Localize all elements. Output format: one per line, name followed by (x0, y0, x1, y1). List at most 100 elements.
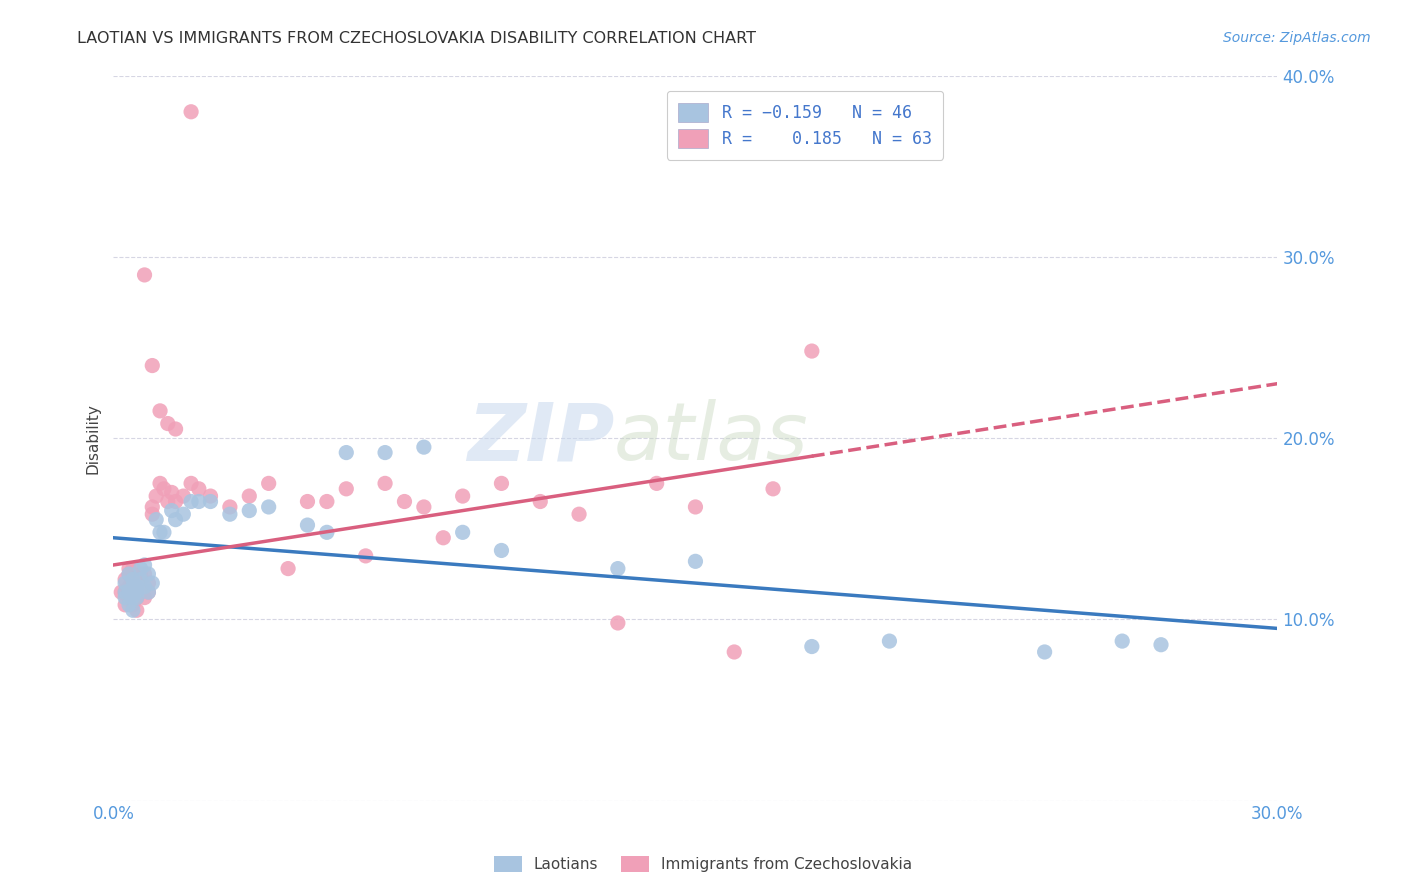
Point (118, 561, 141, 575)
Point (129, 585, 152, 599)
Point (138, 567, 160, 582)
Point (114, 585, 136, 599)
Point (1033, 645, 1056, 659)
Point (297, 518, 319, 533)
Point (1111, 634, 1133, 648)
Point (138, 576, 160, 591)
Point (125, 591, 148, 605)
Point (187, 494, 209, 508)
Point (800, 640, 823, 654)
Legend: Laotians, Immigrants from Czechoslovakia: Laotians, Immigrants from Czechoslovakia (486, 848, 920, 880)
Point (335, 445, 357, 459)
Point (125, 580, 148, 594)
Point (180, 494, 202, 508)
Point (172, 507, 194, 521)
Point (134, 558, 156, 572)
Point (879, 634, 901, 648)
Point (156, 494, 179, 508)
Point (354, 549, 377, 563)
Point (110, 585, 132, 599)
Text: Source: ZipAtlas.com: Source: ZipAtlas.com (1223, 31, 1371, 45)
Point (141, 359, 163, 373)
Point (315, 525, 337, 540)
Point (118, 567, 141, 582)
Point (134, 591, 156, 605)
Point (153, 482, 176, 496)
Point (141, 576, 163, 591)
Point (491, 476, 513, 491)
Point (412, 500, 434, 514)
Point (335, 482, 357, 496)
Point (1150, 638, 1173, 652)
Point (432, 531, 454, 545)
Point (529, 494, 551, 508)
Point (156, 417, 179, 431)
Point (118, 585, 141, 599)
Point (219, 500, 242, 514)
Point (153, 525, 176, 540)
Point (394, 494, 416, 508)
Point (134, 567, 156, 582)
Point (160, 485, 183, 500)
Point (114, 598, 136, 612)
Point (125, 603, 148, 617)
Point (114, 573, 136, 587)
Point (129, 576, 152, 591)
Point (125, 585, 148, 599)
Point (451, 525, 474, 540)
Point (180, 476, 202, 491)
Point (606, 561, 628, 575)
Point (141, 507, 163, 521)
Point (149, 525, 172, 540)
Text: ZIP: ZIP (467, 399, 614, 477)
Point (762, 482, 785, 496)
Point (219, 507, 242, 521)
Point (114, 576, 136, 591)
Point (149, 476, 172, 491)
Point (134, 268, 156, 282)
Point (257, 500, 280, 514)
Point (180, 104, 202, 119)
Point (160, 503, 183, 517)
Point (451, 489, 474, 503)
Point (297, 494, 319, 508)
Point (122, 591, 145, 605)
Point (685, 500, 707, 514)
Point (412, 440, 434, 454)
Text: LAOTIAN VS IMMIGRANTS FROM CZECHOSLOVAKIA DISABILITY CORRELATION CHART: LAOTIAN VS IMMIGRANTS FROM CZECHOSLOVAKI… (77, 31, 756, 46)
Point (257, 476, 280, 491)
Y-axis label: Disability: Disability (86, 402, 100, 474)
Point (645, 476, 668, 491)
Point (122, 576, 145, 591)
Point (129, 573, 152, 587)
Point (114, 585, 136, 599)
Point (491, 543, 513, 558)
Point (118, 598, 141, 612)
Point (145, 489, 167, 503)
Point (141, 500, 163, 514)
Point (200, 494, 222, 508)
Point (129, 567, 152, 582)
Point (114, 591, 136, 605)
Point (315, 494, 337, 508)
Point (238, 489, 260, 503)
Point (568, 507, 591, 521)
Point (122, 561, 145, 575)
Point (374, 476, 396, 491)
Point (149, 404, 172, 418)
Point (606, 615, 628, 630)
Legend: R = −0.159   N = 46, R =    0.185   N = 63: R = −0.159 N = 46, R = 0.185 N = 63 (666, 91, 943, 160)
Point (277, 561, 299, 575)
Point (138, 585, 160, 599)
Point (145, 513, 167, 527)
Point (129, 561, 152, 575)
Point (165, 494, 187, 508)
Point (118, 591, 141, 605)
Point (118, 580, 141, 594)
Point (122, 585, 145, 599)
Text: atlas: atlas (614, 399, 808, 477)
Point (238, 503, 260, 517)
Point (122, 603, 145, 617)
Point (122, 573, 145, 587)
Point (165, 513, 187, 527)
